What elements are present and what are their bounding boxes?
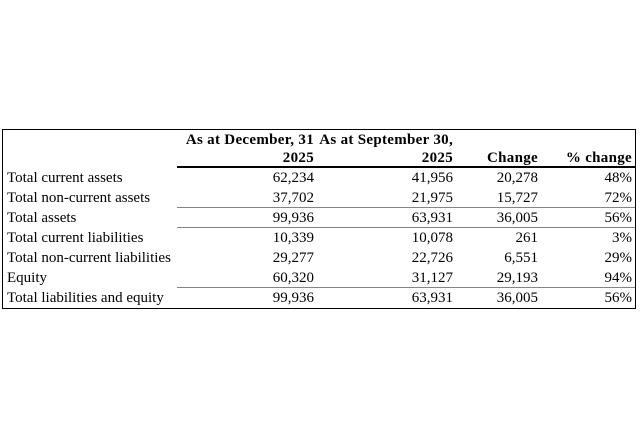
cell-pct-change: 56%: [604, 290, 633, 306]
header-change-spacer: [456, 130, 541, 151]
cell-change: 29,193: [456, 268, 541, 288]
cell-period1: 29,277: [272, 250, 314, 266]
row-label: Total liabilities and equity: [7, 290, 164, 306]
header-label-spacer: [3, 130, 177, 151]
cell-period1: 10,339: [272, 230, 314, 246]
table-row-total-non-current-liabilities: Total non-current liabilities 29,277 22,…: [3, 248, 635, 268]
cell-change: 20,278: [496, 170, 538, 186]
cell-pct-change: 72%: [541, 188, 635, 208]
cell-period2: 63,931: [317, 208, 456, 228]
header-period1-year: 2025: [177, 151, 317, 168]
cell-period2: 10,078: [411, 230, 453, 246]
table-row-total-current-assets: Total current assets 62,234 41,956 20,27…: [3, 168, 635, 188]
cell-period1: 62,234: [272, 170, 314, 186]
cell-pct-change: 56%: [541, 208, 635, 228]
header-label-spacer: [3, 151, 177, 168]
header-period2-year: 2025: [317, 151, 456, 168]
row-label: Total assets: [7, 210, 77, 226]
cell-period2: 22,726: [411, 250, 453, 266]
cell-change: 15,727: [456, 188, 541, 208]
cell-period1: 99,936: [272, 290, 314, 306]
cell-period2: 41,956: [411, 170, 453, 186]
row-label: Total non-current liabilities: [7, 250, 171, 266]
table-row-total-liabilities-and-equity: Total liabilities and equity 99,936 63,9…: [3, 288, 635, 308]
header-row-period-titles: As at December, 31 As at September 30,: [3, 130, 635, 151]
row-label: Total non-current assets: [7, 190, 151, 206]
header-pct-change-label: % change: [541, 151, 635, 168]
row-label: Total current assets: [7, 170, 123, 186]
header-row-column-labels: 2025 2025 Change % change: [3, 151, 635, 168]
cell-pct-change: 48%: [604, 170, 633, 186]
cell-pct-change: 94%: [541, 268, 635, 288]
cell-pct-change: 3%: [612, 230, 632, 246]
cell-change: 36,005: [496, 290, 538, 306]
row-label: Total current liabilities: [7, 230, 144, 246]
cell-period1: 60,320: [177, 268, 317, 288]
cell-change: 6,551: [504, 250, 538, 266]
cell-period1: 99,936: [177, 208, 317, 228]
header-period2-title: As at September 30,: [319, 132, 453, 148]
cell-change: 36,005: [456, 208, 541, 228]
table-row-total-non-current-assets: Total non-current assets 37,702 21,975 1…: [3, 188, 635, 208]
cell-period1: 37,702: [177, 188, 317, 208]
cell-change: 261: [515, 230, 539, 246]
cell-period2: 31,127: [317, 268, 456, 288]
cell-pct-change: 29%: [604, 250, 633, 266]
cell-period2: 63,931: [411, 290, 453, 306]
header-change-label: Change: [456, 151, 541, 168]
table-row-total-current-liabilities: Total current liabilities 10,339 10,078 …: [3, 228, 635, 248]
balance-sheet-table: As at December, 31 As at September 30, 2…: [2, 129, 636, 309]
row-label: Equity: [7, 270, 47, 286]
table-row-total-assets: Total assets 99,936 63,931 36,005 56%: [3, 208, 635, 228]
header-period1-title: As at December, 31: [185, 132, 314, 148]
header-pct-spacer: [541, 130, 635, 151]
table-row-equity: Equity 60,320 31,127 29,193 94%: [3, 268, 635, 288]
cell-period2: 21,975: [317, 188, 456, 208]
